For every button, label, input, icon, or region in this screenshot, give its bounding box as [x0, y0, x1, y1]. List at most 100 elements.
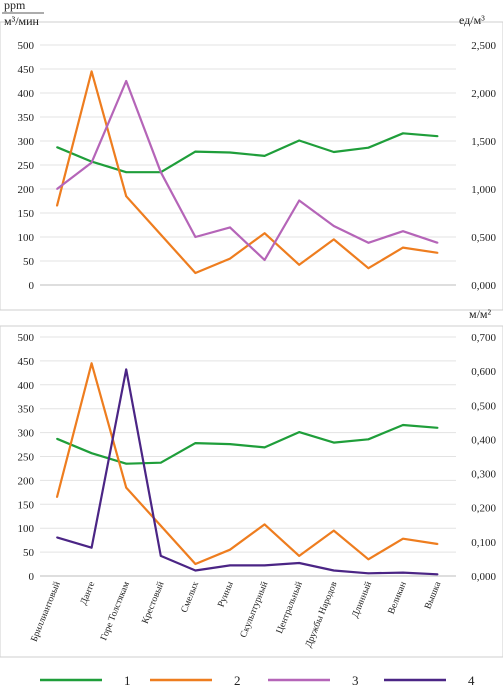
data-point-2	[332, 529, 335, 532]
data-point-1	[125, 462, 128, 465]
right-tick-label: 0,000	[471, 571, 496, 583]
data-point-2	[194, 563, 197, 565]
data-point-3	[159, 171, 162, 174]
data-point-1	[436, 426, 439, 429]
left-tick-label: 150	[18, 208, 35, 220]
left-tick-label: 100	[18, 232, 35, 244]
right-tick-label: 0,100	[471, 537, 496, 549]
left-tick-label: 250	[18, 452, 35, 464]
data-point-2	[159, 524, 162, 527]
legend-label-2: 2	[234, 673, 241, 688]
data-point-1	[298, 139, 301, 142]
left-tick-label: 0	[29, 280, 35, 292]
data-point-2	[90, 70, 93, 73]
data-point-2	[56, 204, 58, 207]
right-tick-label: 1,000	[471, 184, 496, 196]
series-line-3	[56, 79, 438, 262]
left-tick-label: 200	[18, 184, 35, 196]
panel-2: м/м² 0 50 100 150 200 250 300 350 400 450 500 0,000…	[0, 307, 503, 658]
legend-label-3: 3	[352, 673, 359, 688]
category-label: Смелых	[180, 580, 202, 614]
data-point-4	[56, 536, 58, 539]
series-line-1	[56, 132, 438, 174]
panel-2-right-unit: м/м²	[469, 307, 492, 321]
data-point-1	[436, 135, 439, 138]
left-tick-label: 300	[18, 136, 35, 148]
right-tick-label: 0,400	[471, 434, 496, 446]
data-point-2	[298, 555, 301, 557]
data-point-2	[298, 263, 301, 266]
category-label: Бриллиантовый	[29, 580, 63, 643]
data-point-2	[125, 195, 128, 198]
data-point-2	[436, 543, 439, 545]
left-tick-label: 400	[18, 380, 35, 392]
data-point-4	[159, 554, 162, 557]
data-point-3	[332, 225, 335, 227]
data-point-1	[367, 438, 370, 441]
data-point-1	[159, 461, 162, 464]
left-tick-label: 350	[18, 404, 35, 416]
data-point-1	[263, 446, 266, 449]
left-tick-label: 500	[18, 40, 35, 52]
data-point-2	[402, 537, 404, 540]
right-tick-label: 0,600	[471, 366, 496, 378]
right-tick-label: 1,500	[471, 136, 496, 148]
data-point-2	[159, 233, 162, 236]
right-tick-label: 0,500	[471, 232, 496, 244]
category-label: Горе Толстякам	[99, 580, 132, 642]
data-point-1	[229, 443, 231, 445]
data-point-4	[229, 564, 231, 567]
category-label: Длинный	[350, 580, 374, 619]
data-point-1	[367, 146, 370, 149]
left-tick-label: 200	[18, 475, 35, 487]
category-label: Скульптурный	[238, 580, 270, 639]
data-point-1	[298, 431, 301, 434]
data-point-4	[263, 564, 266, 567]
data-point-1	[229, 151, 231, 154]
left-tick-label: 50	[23, 547, 35, 559]
category-label: Дружбы Народов	[303, 580, 340, 650]
panel-1: ppm м³/мин ед/м³ 0 50 100 150 200 250 300 350 40…	[0, 0, 503, 311]
category-label: Руины	[217, 580, 236, 609]
data-point-2	[332, 238, 335, 241]
legend: 1 2 3 4	[40, 673, 475, 688]
data-point-2	[436, 251, 439, 254]
series-line-2	[55, 70, 438, 275]
left-tick-label: 500	[18, 332, 35, 344]
series-line-2	[55, 362, 438, 566]
data-point-4	[194, 569, 197, 572]
data-point-3	[56, 188, 58, 190]
data-point-1	[402, 424, 404, 426]
panel-2-border	[0, 325, 503, 658]
panel-1-left-unit-top: ppm	[4, 0, 26, 12]
right-tick-label: 0,500	[471, 400, 496, 412]
data-point-2	[56, 496, 58, 499]
right-tick-label: 0,200	[471, 503, 496, 515]
series-line-4	[56, 368, 438, 576]
left-tick-label: 50	[23, 256, 35, 268]
data-point-1	[90, 452, 93, 455]
data-point-4	[125, 368, 128, 371]
left-tick-label: 400	[18, 88, 35, 100]
data-point-2	[90, 362, 93, 365]
left-tick-label: 100	[18, 523, 35, 535]
legend-label-4: 4	[468, 673, 475, 688]
left-tick-label: 350	[18, 112, 35, 124]
data-point-1	[332, 151, 335, 153]
data-point-3	[402, 230, 404, 233]
data-point-3	[298, 199, 301, 202]
data-point-1	[56, 437, 58, 440]
data-point-2	[125, 486, 128, 489]
right-tick-label: 0,300	[471, 469, 496, 481]
data-point-1	[332, 441, 335, 444]
panel-1-right-unit: ед/м³	[459, 13, 485, 27]
panel-1-left-unit-bottom: м³/мин	[4, 14, 40, 28]
data-point-2	[229, 548, 231, 551]
category-label: Великан	[387, 580, 409, 615]
data-point-2	[263, 232, 266, 235]
data-point-3	[90, 161, 93, 164]
data-point-1	[56, 146, 58, 149]
data-point-4	[298, 562, 301, 564]
